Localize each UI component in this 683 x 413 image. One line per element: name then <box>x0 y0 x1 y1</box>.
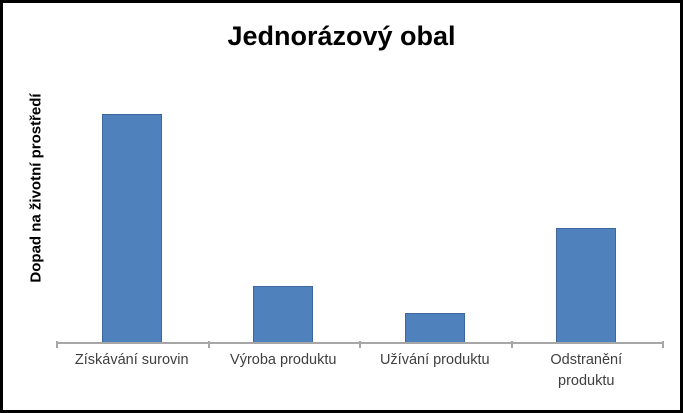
x-label-odstraneni-produktu: Odstranění produktu <box>550 352 623 390</box>
bar-column <box>208 63 360 343</box>
x-axis-tick <box>359 341 361 348</box>
x-axis-tick <box>56 341 58 348</box>
bar-column <box>511 63 663 343</box>
bar-uzivani-produktu <box>404 313 465 343</box>
x-axis-tick <box>662 341 664 348</box>
chart-title: Jednorázový obal <box>227 21 456 51</box>
x-axis-tick <box>208 341 210 348</box>
bar-ziskavani-surovin <box>101 114 162 343</box>
x-label-ziskavani-surovin: Získávání surovin <box>74 352 189 368</box>
bar-column <box>56 63 208 343</box>
plot-area <box>56 63 662 343</box>
x-axis-labels: Získávání surovin Výroba produktu Užíván… <box>56 350 662 392</box>
x-label-vyroba-produktu: Výroba produktu <box>230 352 337 368</box>
bar-column <box>359 63 511 343</box>
bar-vyroba-produktu <box>253 286 314 343</box>
y-axis-title: Dopad na životní prostředí <box>27 93 45 283</box>
x-axis-tick <box>511 341 513 348</box>
x-label-uzivani-produktu: Užívání produktu <box>379 352 490 368</box>
bar-odstraneni-produktu <box>556 228 617 343</box>
